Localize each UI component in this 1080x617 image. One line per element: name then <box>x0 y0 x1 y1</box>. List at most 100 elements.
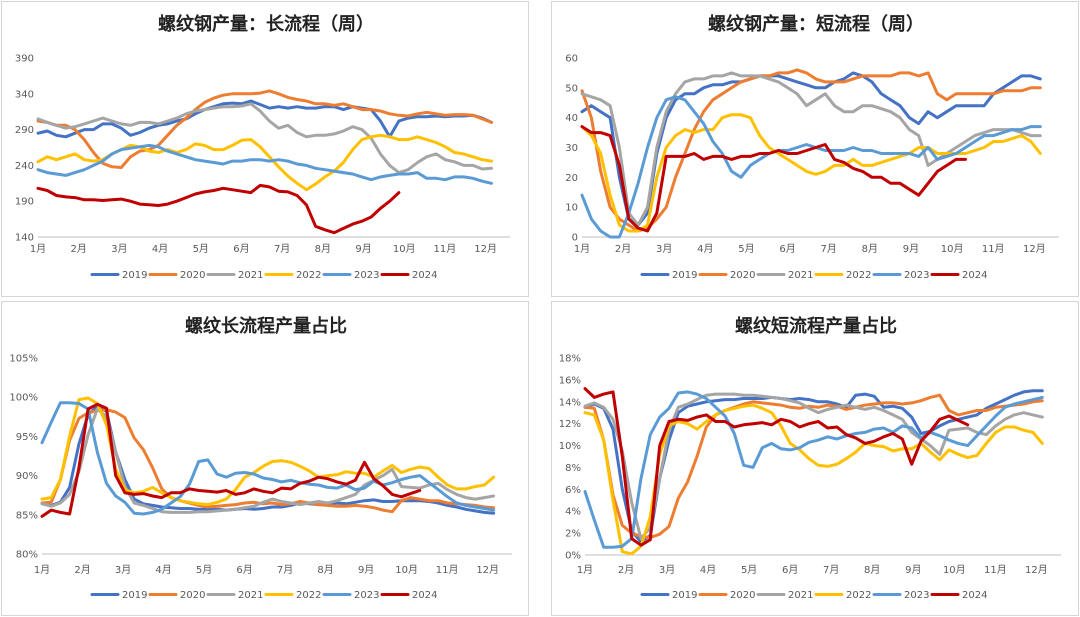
y-tick-label: 20 <box>565 173 578 184</box>
x-tick-label: 6月 <box>779 243 795 255</box>
x-tick-label: 5月 <box>741 564 757 576</box>
legend-label-2020: 2020 <box>180 590 205 601</box>
x-tick-label: 11月 <box>434 243 457 255</box>
y-tick-label: 8% <box>565 463 581 474</box>
y-tick-label: 16% <box>559 375 581 386</box>
x-tick-label: 3月 <box>656 243 672 255</box>
x-tick-label: 5月 <box>196 564 212 576</box>
x-tick-label: 3月 <box>659 564 675 576</box>
legend-label-2022: 2022 <box>296 270 321 281</box>
legend-label-2019: 2019 <box>122 590 147 601</box>
series-line-2020 <box>580 68 1042 233</box>
y-tick-label: 80% <box>16 550 38 561</box>
y-tick-label: 4% <box>565 507 581 518</box>
chart-title: 螺纹短流程产量占比 <box>735 315 897 337</box>
legend-label-2024: 2024 <box>962 270 987 281</box>
chart-title: 螺纹钢产量：长流程（周） <box>158 13 374 35</box>
y-tick-label: 0% <box>565 551 581 562</box>
y-tick-label: 140 <box>15 233 34 244</box>
series-line-2022 <box>580 113 1042 233</box>
y-tick-label: 18% <box>559 354 581 365</box>
x-tick-label: 7月 <box>823 564 839 576</box>
x-tick-label: 7月 <box>277 564 293 576</box>
y-tick-label: 85% <box>16 510 38 521</box>
x-tick-label: 5月 <box>193 243 209 255</box>
x-tick-label: 2月 <box>74 564 90 576</box>
series-line-2024 <box>583 387 970 547</box>
x-tick-label: 3月 <box>111 243 127 255</box>
series-line-2021 <box>40 407 496 514</box>
series-line-2021 <box>580 71 1042 227</box>
legend-label-2019: 2019 <box>672 590 697 601</box>
x-tick-label: 10月 <box>395 564 418 576</box>
y-tick-label: 390 <box>15 54 34 65</box>
x-tick-label: 10月 <box>393 243 416 255</box>
y-tick-label: 100% <box>9 393 38 404</box>
x-tick-label: 1月 <box>34 564 50 576</box>
y-tick-label: 30 <box>565 143 578 154</box>
series-line-2021 <box>36 102 493 175</box>
x-tick-label: 12月 <box>1025 564 1048 576</box>
y-tick-label: 10% <box>559 441 581 452</box>
y-tick-label: 12% <box>559 419 581 430</box>
x-tick-label: 1月 <box>30 243 46 255</box>
series-line-2020 <box>583 393 1044 539</box>
legend-label-2020: 2020 <box>730 270 755 281</box>
chart-panel-short-share: 螺纹短流程产量占比 0% 2% 4% 6% 8% 10% 12% 14% 16% 18% 1月 2月 3月… <box>551 301 1079 616</box>
x-tick-label: 4月 <box>697 243 713 255</box>
y-tick-label: 340 <box>15 89 34 100</box>
x-tick-label: 9月 <box>903 243 919 255</box>
x-tick-label: 3月 <box>115 564 131 576</box>
y-tick-label: 190 <box>15 197 34 208</box>
x-tick-label: 10月 <box>943 564 966 576</box>
y-tick-label: 2% <box>565 529 581 540</box>
x-tick-label: 10月 <box>941 243 964 255</box>
legend-label-2024: 2024 <box>412 270 437 281</box>
x-tick-label: 4月 <box>700 564 716 576</box>
series-line-2024 <box>36 183 401 235</box>
x-tick-label: 8月 <box>315 243 331 255</box>
series-line-2019 <box>580 71 1042 227</box>
chart-panel-long-process: 螺纹钢产量：长流程（周） 140 190 240 290 340 390 1月 2月 3月 4月 5月… <box>1 1 529 297</box>
legend-label-2021: 2021 <box>238 590 263 601</box>
series-line-2024 <box>580 125 967 233</box>
x-tick-label: 6月 <box>236 564 252 576</box>
series-line-2023 <box>583 390 1044 549</box>
x-tick-label: 2月 <box>618 564 634 576</box>
legend-label-2023: 2023 <box>904 270 929 281</box>
series-line-2020 <box>40 408 496 514</box>
chart-panel-long-share: 螺纹长流程产量占比 80% 85% 90% 95% 100% 105% 1月 2月 3月 4月 5月 6… <box>1 301 529 616</box>
x-tick-label: 9月 <box>355 243 371 255</box>
y-tick-label: 6% <box>565 485 581 496</box>
chart-svg-3: 螺纹短流程产量占比 0% 2% 4% 6% 8% 10% 12% 14% 16% 18% 1月 2月 3月… <box>559 315 1061 601</box>
y-tick-label: 40 <box>565 113 578 124</box>
y-tick-label: 290 <box>15 125 34 136</box>
x-tick-label: 7月 <box>821 243 837 255</box>
x-tick-label: 8月 <box>862 243 878 255</box>
x-tick-label: 12月 <box>1023 243 1046 255</box>
chart-title: 螺纹长流程产量占比 <box>185 315 347 337</box>
legend-label-2023: 2023 <box>354 270 379 281</box>
x-tick-label: 12月 <box>476 564 499 576</box>
y-tick-label: 240 <box>15 161 34 172</box>
series-line-2023 <box>40 401 496 516</box>
legend-label-2020: 2020 <box>180 270 205 281</box>
x-tick-label: 4月 <box>155 564 171 576</box>
y-tick-label: 50 <box>565 83 578 94</box>
chart-svg-1: 螺纹钢产量：短流程（周） 0 10 20 30 40 50 60 1月 2月 3月 4月 5月 6月 7月 8… <box>565 13 1059 281</box>
x-tick-label: 11月 <box>982 243 1005 255</box>
series-line-2020 <box>36 89 493 169</box>
y-tick-label: 90% <box>16 471 38 482</box>
y-tick-label: 95% <box>16 432 38 443</box>
series-line-2022 <box>36 133 493 192</box>
x-tick-label: 4月 <box>152 243 168 255</box>
x-tick-label: 1月 <box>577 564 593 576</box>
x-tick-label: 2月 <box>71 243 87 255</box>
legend-label-2024: 2024 <box>412 590 437 601</box>
legend-label-2022: 2022 <box>846 590 871 601</box>
legend-label-2021: 2021 <box>238 270 263 281</box>
chart-title: 螺纹钢产量：短流程（周） <box>708 13 924 35</box>
y-tick-label: 10 <box>565 203 578 214</box>
x-tick-label: 8月 <box>864 564 880 576</box>
x-tick-label: 1月 <box>574 243 590 255</box>
